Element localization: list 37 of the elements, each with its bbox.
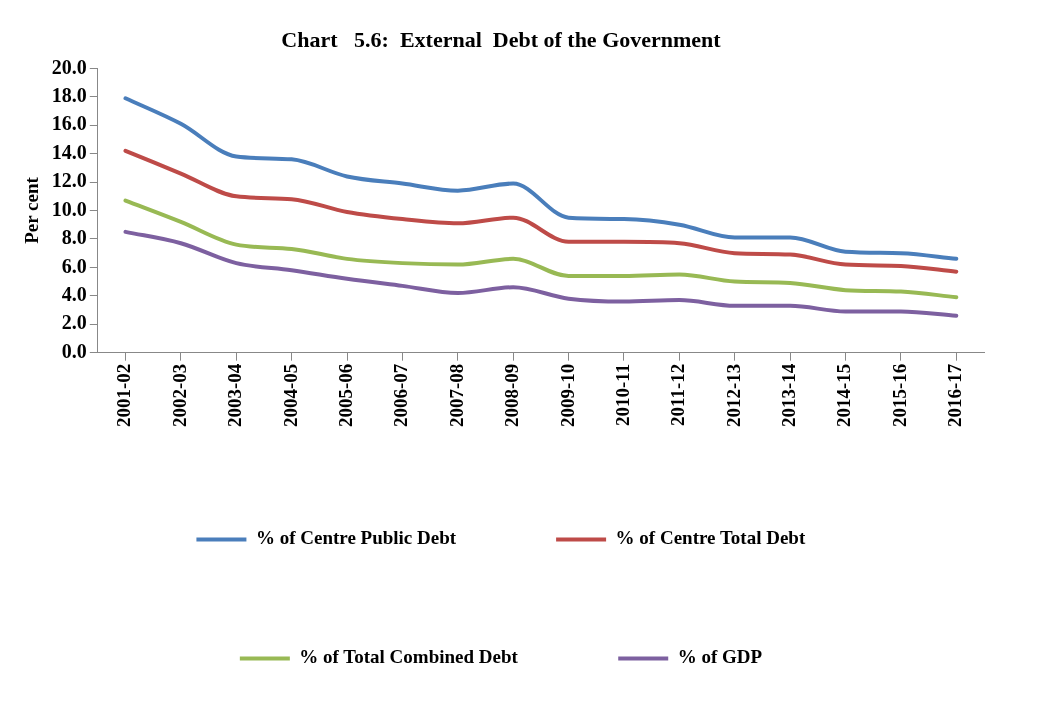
x-tick-label: 2001-02 <box>113 363 135 427</box>
x-tick-label: 2012-13 <box>722 363 744 427</box>
x-tick-label: 2004-05 <box>279 363 301 427</box>
legend-label: % of GDP <box>677 646 763 668</box>
line-series <box>123 148 959 274</box>
y-tick-label: 16.0 <box>51 112 87 135</box>
y-tick-label: 8.0 <box>61 226 87 249</box>
y-tick-label: 6.0 <box>61 254 87 277</box>
legend-label: % of Total Combined Debt <box>299 646 519 668</box>
x-tick-label: 2016-17 <box>944 363 966 427</box>
x-tick-label: 2013-14 <box>778 363 800 427</box>
y-tick-label: 10.0 <box>51 197 87 220</box>
y-tick-label: 2.0 <box>61 311 87 334</box>
y-tick-label: 0.0 <box>61 339 87 362</box>
legend-label: % of Centre Total Debt <box>615 527 806 549</box>
line-series <box>123 229 959 318</box>
x-tick-label: 2006-07 <box>390 363 412 427</box>
x-tick-label: 2011-12 <box>667 363 689 426</box>
legend-label: % of Centre Public Debt <box>255 527 457 549</box>
x-tick-label: 2003-04 <box>224 363 246 427</box>
x-tick-label: 2002-03 <box>168 363 190 427</box>
y-tick-label: 12.0 <box>51 169 87 192</box>
x-tick-label: 2008-09 <box>501 363 523 427</box>
x-tick-label: 2010-11 <box>611 363 633 426</box>
y-tick-label: 18.0 <box>51 84 87 106</box>
x-tick-label: 2014-15 <box>833 363 855 427</box>
x-tick-label: 2007-08 <box>445 363 467 427</box>
x-tick-label: 2005-06 <box>334 363 356 427</box>
y-tick-label: 20.0 <box>51 55 87 78</box>
x-tick-label: 2015-16 <box>888 363 910 427</box>
chart-title: Chart 5.6: External Debt of the Government <box>281 26 722 52</box>
y-tick-label: 4.0 <box>61 282 87 305</box>
y-axis-title: Per cent <box>21 176 43 244</box>
line-series <box>123 96 959 261</box>
x-tick-label: 2009-10 <box>556 363 578 427</box>
line-series <box>123 198 959 300</box>
y-tick-label: 14.0 <box>51 140 87 163</box>
